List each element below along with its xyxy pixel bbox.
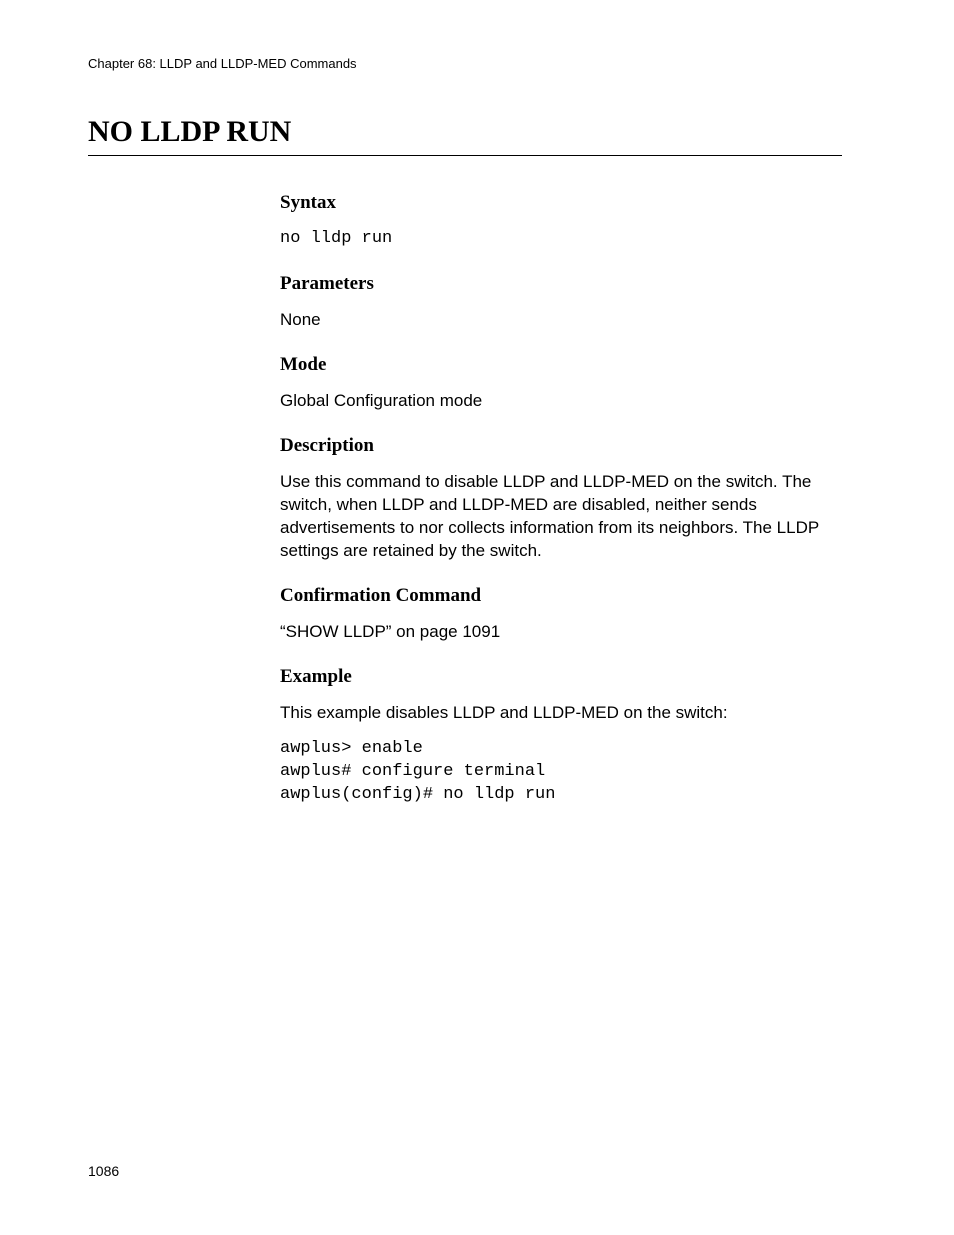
content-body: Syntax no lldp run Parameters None Mode …	[280, 192, 842, 807]
mode-text: Global Configuration mode	[280, 390, 842, 413]
example-heading: Example	[280, 666, 842, 688]
syntax-code: no lldp run	[280, 228, 842, 251]
description-text: Use this command to disable LLDP and LLD…	[280, 471, 842, 563]
example-code: awplus> enable awplus# configure termina…	[280, 738, 842, 807]
confirmation-text: “SHOW LLDP” on page 1091	[280, 621, 842, 644]
confirmation-heading: Confirmation Command	[280, 585, 842, 607]
command-title: NO LLDP RUN	[88, 115, 842, 156]
parameters-text: None	[280, 309, 842, 332]
chapter-header: Chapter 68: LLDP and LLDP-MED Commands	[88, 56, 842, 71]
syntax-heading: Syntax	[280, 192, 842, 214]
mode-heading: Mode	[280, 354, 842, 376]
document-page: Chapter 68: LLDP and LLDP-MED Commands N…	[0, 0, 954, 1235]
example-intro: This example disables LLDP and LLDP-MED …	[280, 702, 842, 725]
description-heading: Description	[280, 435, 842, 457]
page-number: 1086	[88, 1163, 119, 1179]
parameters-heading: Parameters	[280, 273, 842, 295]
